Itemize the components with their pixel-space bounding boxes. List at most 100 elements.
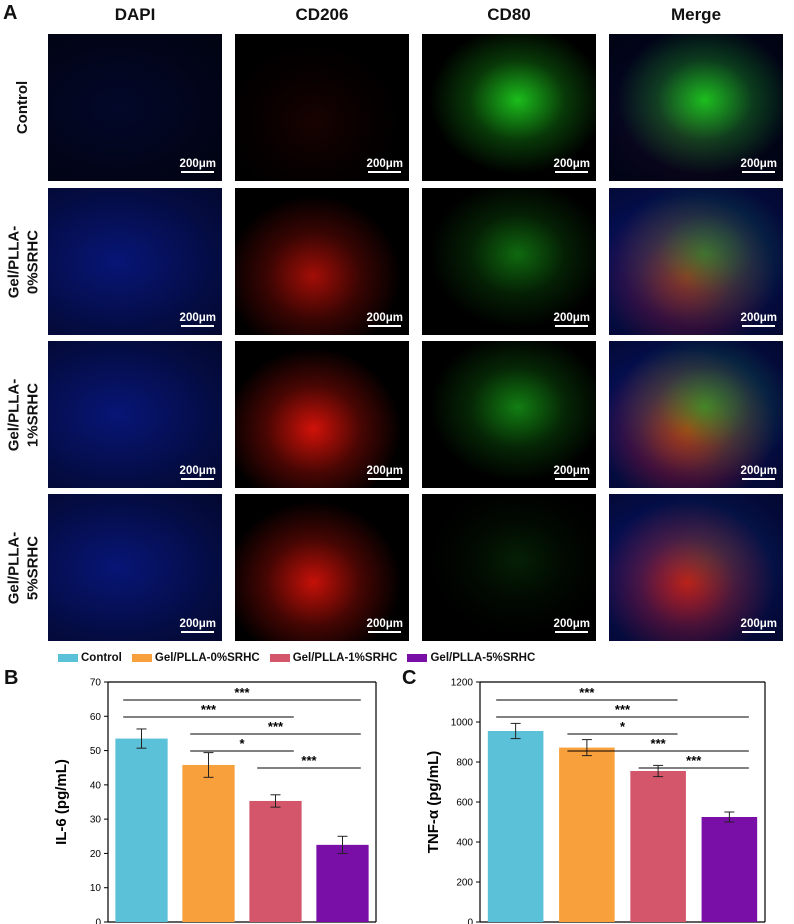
significance-label: *** (615, 702, 631, 717)
significance-label: *** (301, 753, 317, 768)
column-header-cd206: CD206 (295, 5, 349, 24)
scale-bar: 200μm (554, 158, 590, 173)
scale-bar: 200μm (741, 465, 777, 480)
scale-bar-label: 200μm (553, 465, 590, 477)
scale-bar-line (742, 478, 776, 480)
legend-swatch (58, 654, 78, 662)
y-tick-label: 10 (90, 883, 102, 894)
micrograph-merge-row-1: 200μm (609, 34, 783, 181)
legend-item-1-srhc: Gel/PLLA-1%SRHC (269, 652, 398, 664)
micrograph-merge-row-3: 200μm (609, 341, 783, 488)
scale-bar-line (181, 478, 215, 480)
legend-swatch (407, 654, 428, 662)
significance-label: *** (686, 753, 702, 768)
y-tick-label: 1200 (451, 678, 474, 689)
micrograph-merge-row-4: 200μm (609, 494, 783, 641)
scale-bar-label: 200μm (366, 618, 403, 630)
scale-bar-line (555, 631, 589, 633)
scale-bar-label: 200μm (179, 312, 216, 324)
y-tick-label: 0 (95, 918, 101, 924)
significance-label: *** (651, 736, 667, 751)
scale-bar: 200μm (741, 312, 777, 327)
scale-bar: 200μm (180, 312, 216, 327)
micrograph-cd206-row-3: 200μm (235, 341, 409, 488)
legend-label: Gel/PLLA-1%SRHC (292, 652, 398, 664)
column-header-dapi: DAPI (114, 5, 156, 24)
y-tick-label: 70 (90, 678, 102, 689)
scale-bar-line (368, 171, 402, 173)
significance-label: *** (201, 702, 217, 717)
micrograph-cd80-row-1: 200μm (422, 34, 596, 181)
scale-bar-label: 200μm (179, 465, 216, 477)
legend-item-control: Control (58, 652, 122, 664)
bar-3 (249, 800, 302, 922)
y-tick-label: 40 (90, 780, 102, 791)
micrograph-cd206-row-4: 200μm (235, 494, 409, 641)
scale-bar: 200μm (554, 465, 590, 480)
micrograph-merge-row-2: 200μm (609, 188, 783, 335)
scale-bar: 200μm (180, 465, 216, 480)
y-tick-label: 50 (90, 746, 102, 757)
significance-label: *** (579, 685, 595, 700)
y-tick-label: 200 (456, 878, 473, 889)
scale-bar-line (368, 631, 402, 633)
legend-label: Gel/PLLA-5%SRHC (430, 652, 536, 664)
scale-bar: 200μm (554, 312, 590, 327)
scale-bar-line (181, 171, 215, 173)
legend-item-5-srhc: Gel/PLLA-5%SRHC (407, 652, 535, 664)
scale-bar-label: 200μm (553, 618, 590, 630)
bar-3 (630, 771, 686, 922)
scale-bar-line (555, 478, 589, 480)
scale-bar-line (181, 631, 215, 633)
significance-label: * (239, 736, 245, 751)
micrograph-cd206-row-2: 200μm (235, 188, 409, 335)
row-label-5-srhc: Gel/PLLA- 5%SRHC (5, 531, 42, 604)
row-label-0-srhc: Gel/PLLA- 0%SRHC (5, 225, 42, 298)
scale-bar-label: 200μm (179, 618, 216, 630)
micrograph-cd80-row-4: 200μm (422, 494, 596, 641)
y-axis-label: IL-6 (pg/mL) (53, 759, 70, 845)
scale-bar-line (742, 171, 776, 173)
micrograph-cd80-row-2: 200μm (422, 188, 596, 335)
scale-bar-label: 200μm (740, 312, 777, 324)
panel-letter-a: A (3, 2, 18, 24)
bar-2 (182, 764, 235, 922)
panel-letter-b: B (4, 667, 19, 689)
bar-1 (487, 731, 544, 922)
panel-letter-c: C (402, 667, 417, 689)
y-tick-label: 60 (90, 712, 102, 723)
scale-bar: 200μm (180, 618, 216, 633)
y-tick-label: 600 (456, 798, 473, 809)
legend-swatch (131, 654, 152, 662)
scale-bar: 200μm (741, 618, 777, 633)
y-tick-label: 0 (467, 918, 473, 924)
bar-4 (316, 844, 369, 922)
scale-bar-line (555, 325, 589, 327)
legend-item-0-srhc: Gel/PLLA-0%SRHC (131, 652, 260, 664)
scale-bar-label: 200μm (553, 312, 590, 324)
legend-swatch (269, 654, 290, 662)
scale-bar: 200μm (367, 312, 403, 327)
y-tick-label: 20 (90, 849, 102, 860)
legend-label: Gel/PLLA-0%SRHC (154, 652, 260, 664)
significance-label: * (620, 719, 626, 734)
micrograph-cd80-row-3: 200μm (422, 341, 596, 488)
scale-bar: 200μm (367, 158, 403, 173)
significance-label: *** (234, 685, 250, 700)
row-label-1-srhc: Gel/PLLA- 1%SRHC (5, 378, 42, 451)
scale-bar-label: 200μm (740, 618, 777, 630)
scale-bar-label: 200μm (366, 465, 403, 477)
scale-bar: 200μm (741, 158, 777, 173)
micrograph-dapi-row-2: 200μm (48, 188, 222, 335)
y-tick-label: 1000 (451, 718, 474, 729)
scale-bar-label: 200μm (553, 158, 590, 170)
bar-1 (115, 738, 168, 922)
scale-bar-label: 200μm (366, 312, 403, 324)
bar-4 (701, 817, 758, 922)
y-axis-label: TNF-α (pg/mL) (425, 751, 442, 854)
column-header-merge: Merge (670, 5, 722, 24)
legend: Control Gel/PLLA-0%SRHC Gel/PLLA-1%SRHC … (58, 652, 535, 664)
significance-label: *** (268, 719, 284, 734)
scale-bar-line (742, 631, 776, 633)
